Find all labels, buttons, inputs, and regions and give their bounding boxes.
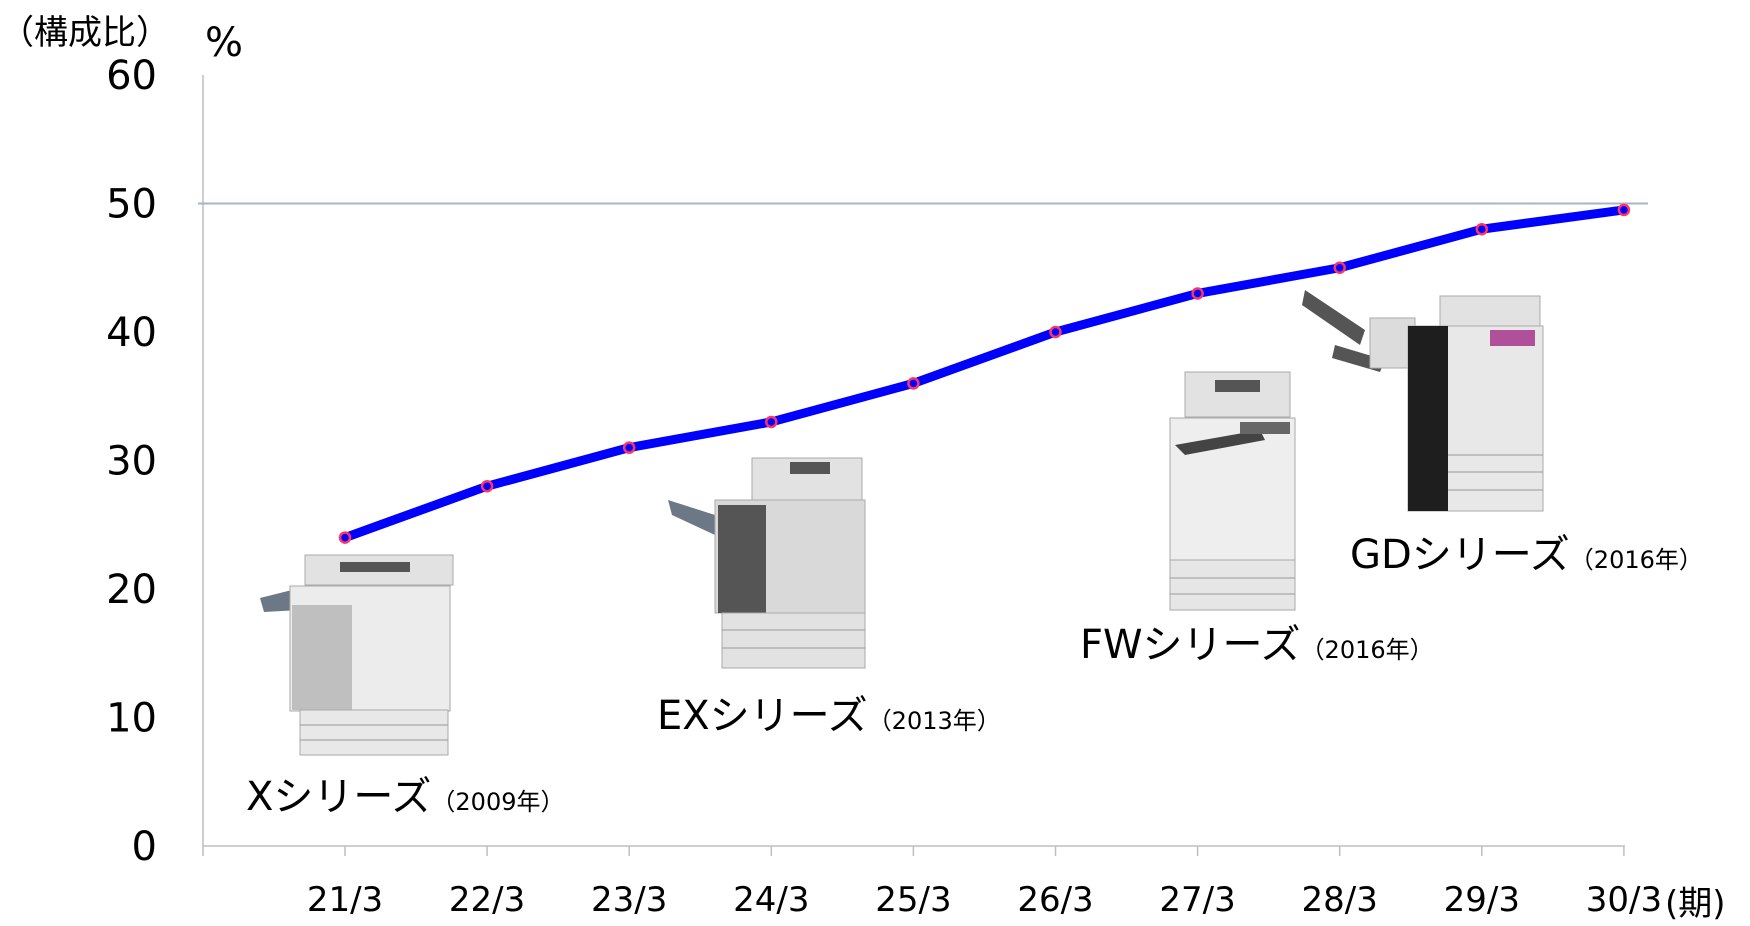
x-tick-label: 21/3 (307, 880, 383, 920)
x-tick-label: 22/3 (449, 880, 525, 920)
x-tick-label: 26/3 (1017, 880, 1093, 920)
annotation-fw-series: FWシリーズ（2016年） (1080, 612, 1434, 670)
annotation-year: （2016年） (1300, 636, 1434, 664)
annotation-name: EXシリーズ (657, 693, 868, 739)
x-tick-label: 29/3 (1444, 880, 1520, 920)
annotation-year: （2013年） (867, 707, 1001, 735)
annotation-name: Xシリーズ (246, 774, 432, 820)
data-point (480, 479, 494, 493)
printer-fw-series-icon (1169, 371, 1296, 611)
annotation-x-series: Xシリーズ（2009年） (246, 764, 564, 822)
y-tick-label: 40 (106, 310, 157, 356)
annotation-ex-series: EXシリーズ（2013年） (657, 683, 1001, 741)
y-axis-prefix: （構成比） (0, 13, 170, 53)
annotation-year: （2016年） (1569, 546, 1703, 574)
y-tick-label: 20 (106, 567, 157, 613)
data-point (1333, 261, 1346, 274)
printer-ex-series-icon (668, 457, 866, 669)
x-tick-label: 23/3 (591, 880, 667, 920)
x-tick-label: 24/3 (733, 880, 809, 920)
annotation-name: FWシリーズ (1080, 622, 1301, 668)
data-point (1191, 287, 1204, 300)
data-point (338, 531, 352, 544)
data-point (622, 441, 636, 454)
data-point (1617, 203, 1631, 217)
y-tick-label: 50 (106, 182, 157, 228)
y-tick-label: 60 (106, 53, 157, 99)
data-point (1049, 325, 1062, 339)
data-point (1475, 222, 1489, 236)
x-tick-label: 25/3 (875, 880, 951, 920)
annotation-name: GDシリーズ (1350, 532, 1570, 578)
printer-x-series-icon (260, 554, 454, 756)
y-axis-unit: % (205, 20, 243, 66)
data-point (907, 377, 920, 390)
x-axis-label: (期) (1665, 884, 1726, 924)
x-tick-label: 30/3 (1586, 880, 1662, 920)
x-tick-label: 28/3 (1302, 880, 1378, 920)
y-tick-label: 0 (132, 824, 157, 870)
annotation-gd-series: GDシリーズ（2016年） (1350, 522, 1703, 580)
printer-gd-series-icon (1302, 290, 1544, 512)
data-point (765, 415, 778, 429)
x-tick-label: 27/3 (1159, 880, 1235, 920)
series-line (340, 205, 1629, 543)
y-tick-label: 30 (106, 439, 157, 485)
annotation-year: （2009年） (431, 788, 565, 816)
y-tick-label: 10 (106, 696, 157, 742)
